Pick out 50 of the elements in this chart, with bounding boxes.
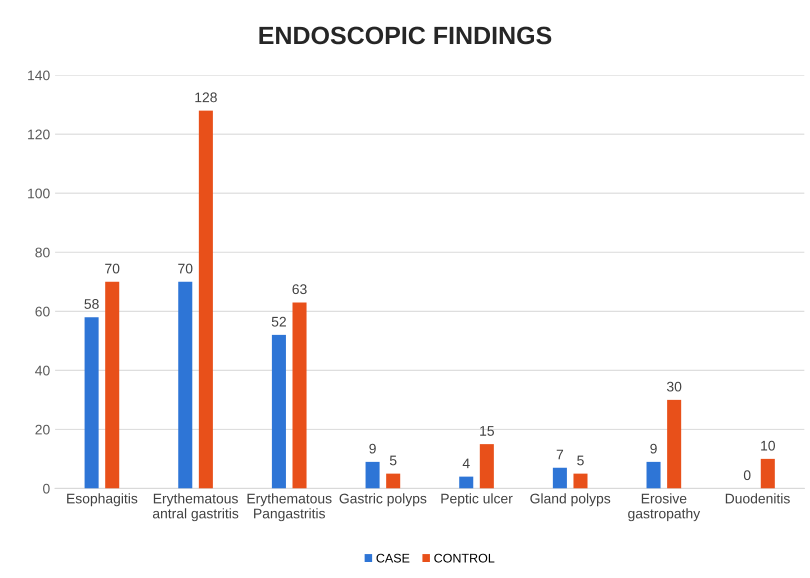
bar xyxy=(105,282,120,488)
data-label: 70 xyxy=(105,264,120,274)
x-tick-label: Duodenitis xyxy=(726,493,790,504)
y-tick-label: 120 xyxy=(28,130,50,140)
bar xyxy=(573,474,588,488)
data-label: 63 xyxy=(292,284,307,294)
y-tick-label: 80 xyxy=(35,248,50,258)
x-tick-label: Gland polyps xyxy=(530,493,610,506)
bar xyxy=(292,302,307,488)
x-tick-label: Erosive gastropathy xyxy=(628,493,700,522)
data-label: 52 xyxy=(272,316,286,327)
y-tick-label: 60 xyxy=(35,306,50,316)
x-tick-label: Gastric polyps xyxy=(340,493,426,506)
data-label: 5 xyxy=(577,456,584,466)
bar xyxy=(366,462,380,488)
bar xyxy=(386,474,400,488)
data-label: 0 xyxy=(744,470,751,480)
bar xyxy=(760,458,775,488)
x-tick-label: Erythematous antral gastritis xyxy=(152,493,238,522)
data-label: 9 xyxy=(369,444,376,454)
bar xyxy=(84,317,99,488)
y-tick-label: 40 xyxy=(35,366,50,376)
data-label: 9 xyxy=(650,444,657,454)
bar xyxy=(646,462,661,488)
x-tick-label: Esophagitis xyxy=(67,493,138,506)
bar xyxy=(178,282,192,488)
data-label: 30 xyxy=(666,382,682,392)
legend-label: CASE xyxy=(376,554,410,563)
bar xyxy=(667,400,682,488)
bar xyxy=(480,444,494,488)
x-tick-label: Peptic ulcer xyxy=(441,493,513,506)
data-label: 15 xyxy=(480,426,494,436)
bar xyxy=(272,334,286,488)
chart-title: ENDOSCOPIC FINDINGS xyxy=(259,26,552,44)
data-label: 70 xyxy=(178,264,192,274)
y-tick-label: 20 xyxy=(35,424,50,435)
data-label: 4 xyxy=(462,458,470,468)
legend-label: CONTROL xyxy=(434,554,494,563)
y-tick-label: 100 xyxy=(28,188,50,198)
data-label: 7 xyxy=(556,450,564,460)
bar xyxy=(459,476,474,488)
data-label: 10 xyxy=(761,440,775,451)
data-label: 58 xyxy=(84,299,99,309)
bar xyxy=(198,110,213,488)
data-label: 5 xyxy=(390,456,396,466)
bar xyxy=(552,468,567,488)
y-tick-label: 140 xyxy=(28,70,50,80)
y-tick-label: 0 xyxy=(43,484,50,494)
x-tick-label: Erythematous Pangastritis xyxy=(248,493,332,522)
data-label: 128 xyxy=(195,92,217,102)
